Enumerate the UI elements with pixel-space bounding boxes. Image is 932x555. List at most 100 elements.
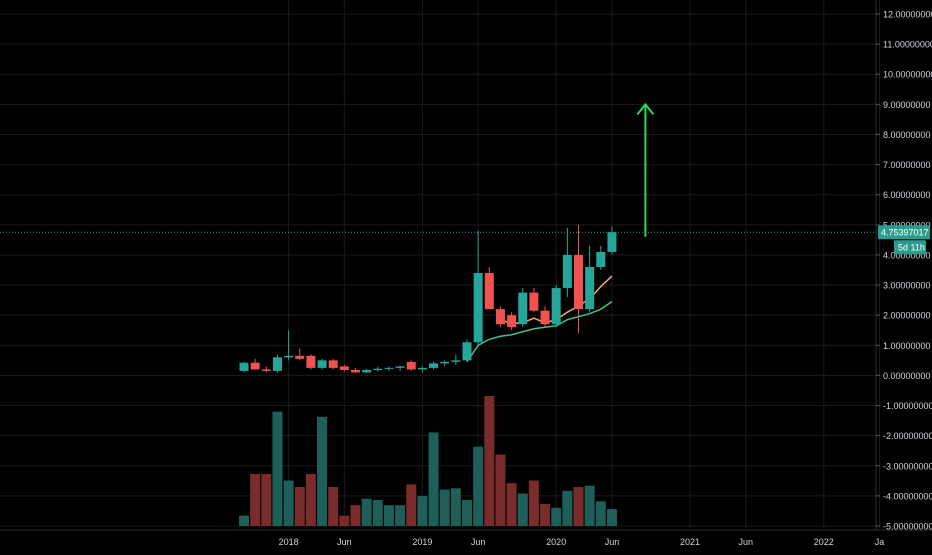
annotations <box>636 102 655 237</box>
price-axis-label: 6.00000000 <box>883 190 931 200</box>
price-axis-label: -5.00000000 <box>883 522 932 532</box>
price-axis-label: -4.00000000 <box>883 491 932 501</box>
candle-body <box>306 355 316 368</box>
volume-bar <box>462 500 472 526</box>
volume-bar <box>395 505 406 526</box>
volume-bar <box>595 501 606 526</box>
volume-bar <box>383 505 394 526</box>
candle-body <box>284 355 294 358</box>
candles <box>239 224 617 374</box>
arrow-head <box>636 102 655 115</box>
volume-bar <box>562 490 573 526</box>
time-axis-label: Jun <box>471 537 486 547</box>
candle-body <box>339 366 349 370</box>
candle-body <box>540 310 550 325</box>
candle-body <box>239 362 249 371</box>
candle-body <box>451 360 461 362</box>
candle-body <box>495 309 505 325</box>
volume-bar <box>428 432 439 526</box>
volume-bar <box>283 480 294 526</box>
volume-bar <box>540 503 551 526</box>
candle-body <box>529 292 539 311</box>
candle-body <box>317 360 327 368</box>
countdown-badge <box>894 240 926 255</box>
price-axis-label: 2.00000000 <box>883 311 931 321</box>
volume-bar <box>573 487 584 526</box>
price-axis-label: 11.00000000 <box>883 40 932 50</box>
time-axis-label: Jun <box>337 537 352 547</box>
last-price-value: 4.75397017 <box>881 228 929 238</box>
volume-bar <box>250 474 261 526</box>
volume-bar <box>606 509 617 526</box>
price-axis-label: 4.00000000 <box>883 250 931 260</box>
candle-body <box>261 369 271 371</box>
candle-body <box>373 368 383 370</box>
time-axis-label: 2020 <box>546 537 566 547</box>
last-price-badge <box>878 225 930 240</box>
candle-body <box>585 266 595 310</box>
candle-body <box>351 369 360 373</box>
price-axis-label: 8.00000000 <box>883 130 931 140</box>
volume-bar <box>484 396 495 526</box>
volume-bar <box>350 505 361 526</box>
volume-bar <box>473 446 484 526</box>
time-axis-label: 2021 <box>680 537 700 547</box>
volume-bar <box>417 496 428 526</box>
volume-bar <box>272 411 283 526</box>
time-axis[interactable]: 2018 Jun 2019 Jun 2020 Jun 2021 Jun 2022 Ja <box>0 529 932 547</box>
candle-body <box>518 292 528 325</box>
volume-bar <box>450 488 461 526</box>
candle-body <box>551 288 561 325</box>
candle-body <box>417 367 427 370</box>
time-axis-label: 2018 <box>279 537 299 547</box>
candle-body <box>395 366 405 368</box>
volume-bar <box>551 507 562 526</box>
candle-body <box>429 363 439 368</box>
volume-bar <box>406 484 417 526</box>
price-axis-label: 3.00000000 <box>883 281 931 291</box>
time-axis-label: Jun <box>605 537 620 547</box>
price-axis-label: 0.00000000 <box>883 371 931 381</box>
candle-body <box>484 273 494 310</box>
candle-body <box>384 367 394 369</box>
volume-bar <box>305 474 316 526</box>
last-price-marker: 4.75397017 5d 11h <box>0 225 930 255</box>
volume-bar <box>372 500 383 526</box>
volume-bar <box>439 489 450 526</box>
price-axis-label: 10.00000000 <box>883 70 932 80</box>
price-axis-label: -2.00000000 <box>883 431 932 441</box>
price-axis-label: 9.00000000 <box>883 100 931 110</box>
volume-bar <box>506 483 517 526</box>
candle-body <box>574 254 583 310</box>
time-axis-label: 2019 <box>412 537 432 547</box>
candle-body <box>362 369 372 373</box>
candle-body <box>272 357 282 371</box>
volume-bars <box>239 396 617 526</box>
candle-body <box>562 254 572 289</box>
candle-body <box>507 315 517 328</box>
volume-bar <box>239 515 249 526</box>
volume-bar <box>528 480 539 526</box>
moving-average-line <box>466 301 613 363</box>
price-axis-label: -3.00000000 <box>883 461 932 471</box>
countdown-label: 5d 11h <box>898 243 925 253</box>
time-axis-label: 2022 <box>814 537 834 547</box>
candle-body <box>328 360 338 368</box>
volume-bar <box>495 454 506 526</box>
candle-body <box>440 361 450 364</box>
volume-bar <box>339 515 350 526</box>
candle-body <box>295 355 305 359</box>
price-axis-label: 12.00000000 <box>883 10 932 20</box>
time-axis-label: Ja <box>875 537 885 547</box>
candle-body <box>473 273 483 343</box>
candle-body <box>250 362 260 370</box>
price-axis[interactable]: 12.00000000 11.00000000 10.00000000 9.00000… <box>875 0 932 532</box>
volume-bar <box>361 498 372 526</box>
volume-bar <box>517 493 528 526</box>
volume-bar <box>317 416 328 526</box>
candle-body <box>607 232 617 252</box>
price-axis-label: 1.00000000 <box>883 341 931 351</box>
